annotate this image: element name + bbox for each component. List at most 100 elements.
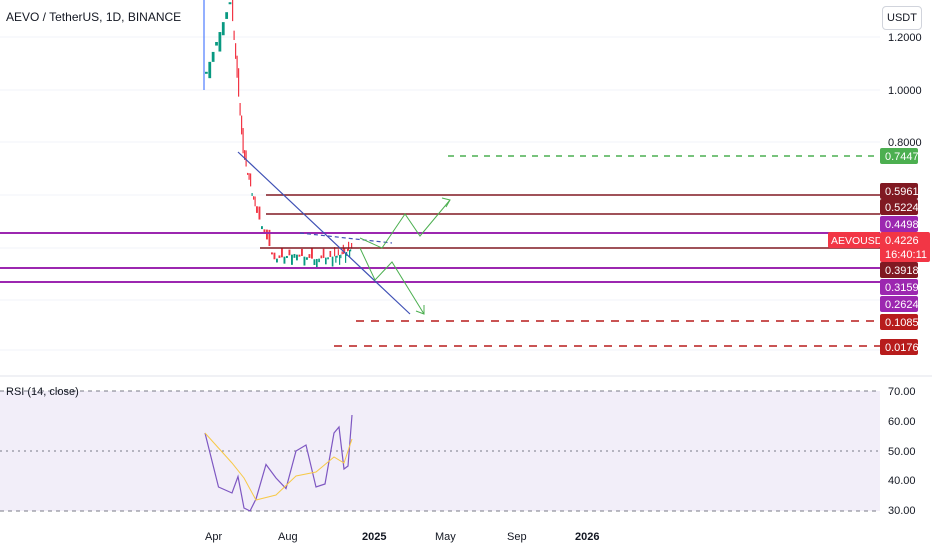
level-label-bg [880, 199, 918, 215]
price-candle [232, 0, 234, 22]
bearish-projection-arrow [359, 247, 425, 315]
rsi-tick: 30.00 [888, 505, 916, 517]
price-candle [271, 252, 273, 255]
rsi-tick: 50.00 [888, 446, 916, 458]
level-label: 0.1085 [885, 317, 919, 329]
price-tag-countdown: 16:40:11 [885, 249, 927, 261]
price-candle [233, 30, 235, 41]
price-candle [239, 103, 241, 116]
price-candle [331, 256, 334, 267]
level-label: 0.5224 [885, 202, 919, 214]
rsi-tick: 40.00 [888, 475, 916, 487]
price-candle [301, 248, 303, 256]
level-label-bg [880, 279, 918, 295]
rsi-pane: 70.00 60.00 50.00 40.00 30.00 [0, 386, 916, 517]
price-candle [347, 248, 349, 252]
price-candle [283, 256, 286, 264]
price-candle [242, 128, 244, 154]
time-label: 2025 [362, 531, 386, 543]
price-candle [248, 173, 250, 180]
level-label-bg [880, 339, 918, 355]
time-label: Aug [278, 531, 298, 543]
level-label: 0.2624 [885, 299, 919, 311]
price-candle [336, 255, 338, 258]
price-candle [306, 257, 308, 260]
price-candle [311, 248, 313, 259]
price-candle [218, 32, 222, 52]
price-candle [293, 253, 296, 258]
price-candle [215, 41, 218, 46]
chart-title[interactable]: AEVO / TetherUS, 1D, BINANCE [6, 10, 182, 24]
price-candle [286, 255, 288, 258]
price-candle [276, 258, 278, 263]
price-candle [345, 252, 347, 263]
price-candle [325, 257, 327, 265]
price-candle [322, 248, 325, 258]
time-label: Sep [507, 531, 527, 543]
price-candle [208, 61, 212, 79]
price-candle [278, 255, 281, 258]
rsi-tick: 70.00 [888, 386, 916, 398]
symbol-tag-name: AEVOUSDT [831, 235, 889, 247]
price-candle [245, 150, 247, 167]
currency-button[interactable]: USDT [882, 6, 922, 30]
price-candle [228, 2, 232, 5]
time-label: May [435, 531, 456, 543]
rsi-ma-line [204, 432, 353, 501]
price-candle [238, 68, 240, 97]
price-candle [318, 258, 320, 263]
time-axis[interactable]: Apr Aug 2025 May Sep 2026 [205, 531, 599, 543]
trend-drawings [237, 151, 451, 315]
price-candle [261, 226, 263, 230]
price-candle [327, 257, 329, 260]
horizontal-levels [0, 155, 880, 347]
price-candle [329, 250, 332, 257]
level-label-bg [880, 314, 918, 330]
price-candle [291, 254, 293, 265]
price-candle [244, 150, 246, 160]
price-candle [316, 258, 318, 269]
price-candle [313, 259, 316, 265]
level-label: 0.5961 [885, 186, 919, 198]
rsi-lines [204, 414, 353, 512]
price-candle [221, 22, 225, 36]
price-tag-bg [880, 232, 930, 262]
rsi-tick: 60.00 [888, 416, 916, 428]
level-label-bg [880, 183, 918, 199]
price-tick: 1.2000 [888, 32, 922, 44]
price-tick: 0.8000 [888, 137, 922, 149]
price-candle [288, 249, 291, 256]
price-candle [334, 247, 336, 257]
time-label: 2026 [575, 531, 599, 543]
price-candle [258, 206, 261, 220]
price-candle [308, 254, 311, 258]
level-label-bg [880, 296, 918, 312]
price-candle [350, 249, 352, 252]
bullish-arrow-head [441, 197, 451, 208]
rsi-title[interactable]: RSI (14, close) [6, 386, 79, 398]
price-candle [266, 229, 268, 240]
price-candle [296, 254, 298, 261]
price-candle [349, 250, 351, 258]
level-labels: 0.7447 0.5961 0.5224 0.4498 AEVOUSDT 0.4… [828, 148, 930, 355]
price-candle [273, 252, 276, 260]
price-tick: 1.0000 [888, 85, 922, 97]
level-label-bg [880, 262, 918, 278]
price-candle [263, 229, 266, 233]
price-tag-value: 0.4226 [885, 235, 919, 247]
price-candle [335, 255, 337, 263]
level-label: 0.3918 [885, 265, 919, 277]
price-candle [247, 172, 249, 175]
price-candle [337, 249, 339, 256]
price-candle [256, 206, 258, 213]
level-label: 0.4498 [885, 219, 919, 231]
resistance-line [299, 232, 393, 244]
price-candle [340, 254, 342, 259]
price-candle [281, 248, 283, 258]
price-candle [211, 51, 215, 62]
price-candle [320, 255, 323, 259]
price-candle [298, 254, 301, 257]
level-label-bg [880, 216, 918, 232]
level-label: 0.7447 [885, 151, 919, 163]
